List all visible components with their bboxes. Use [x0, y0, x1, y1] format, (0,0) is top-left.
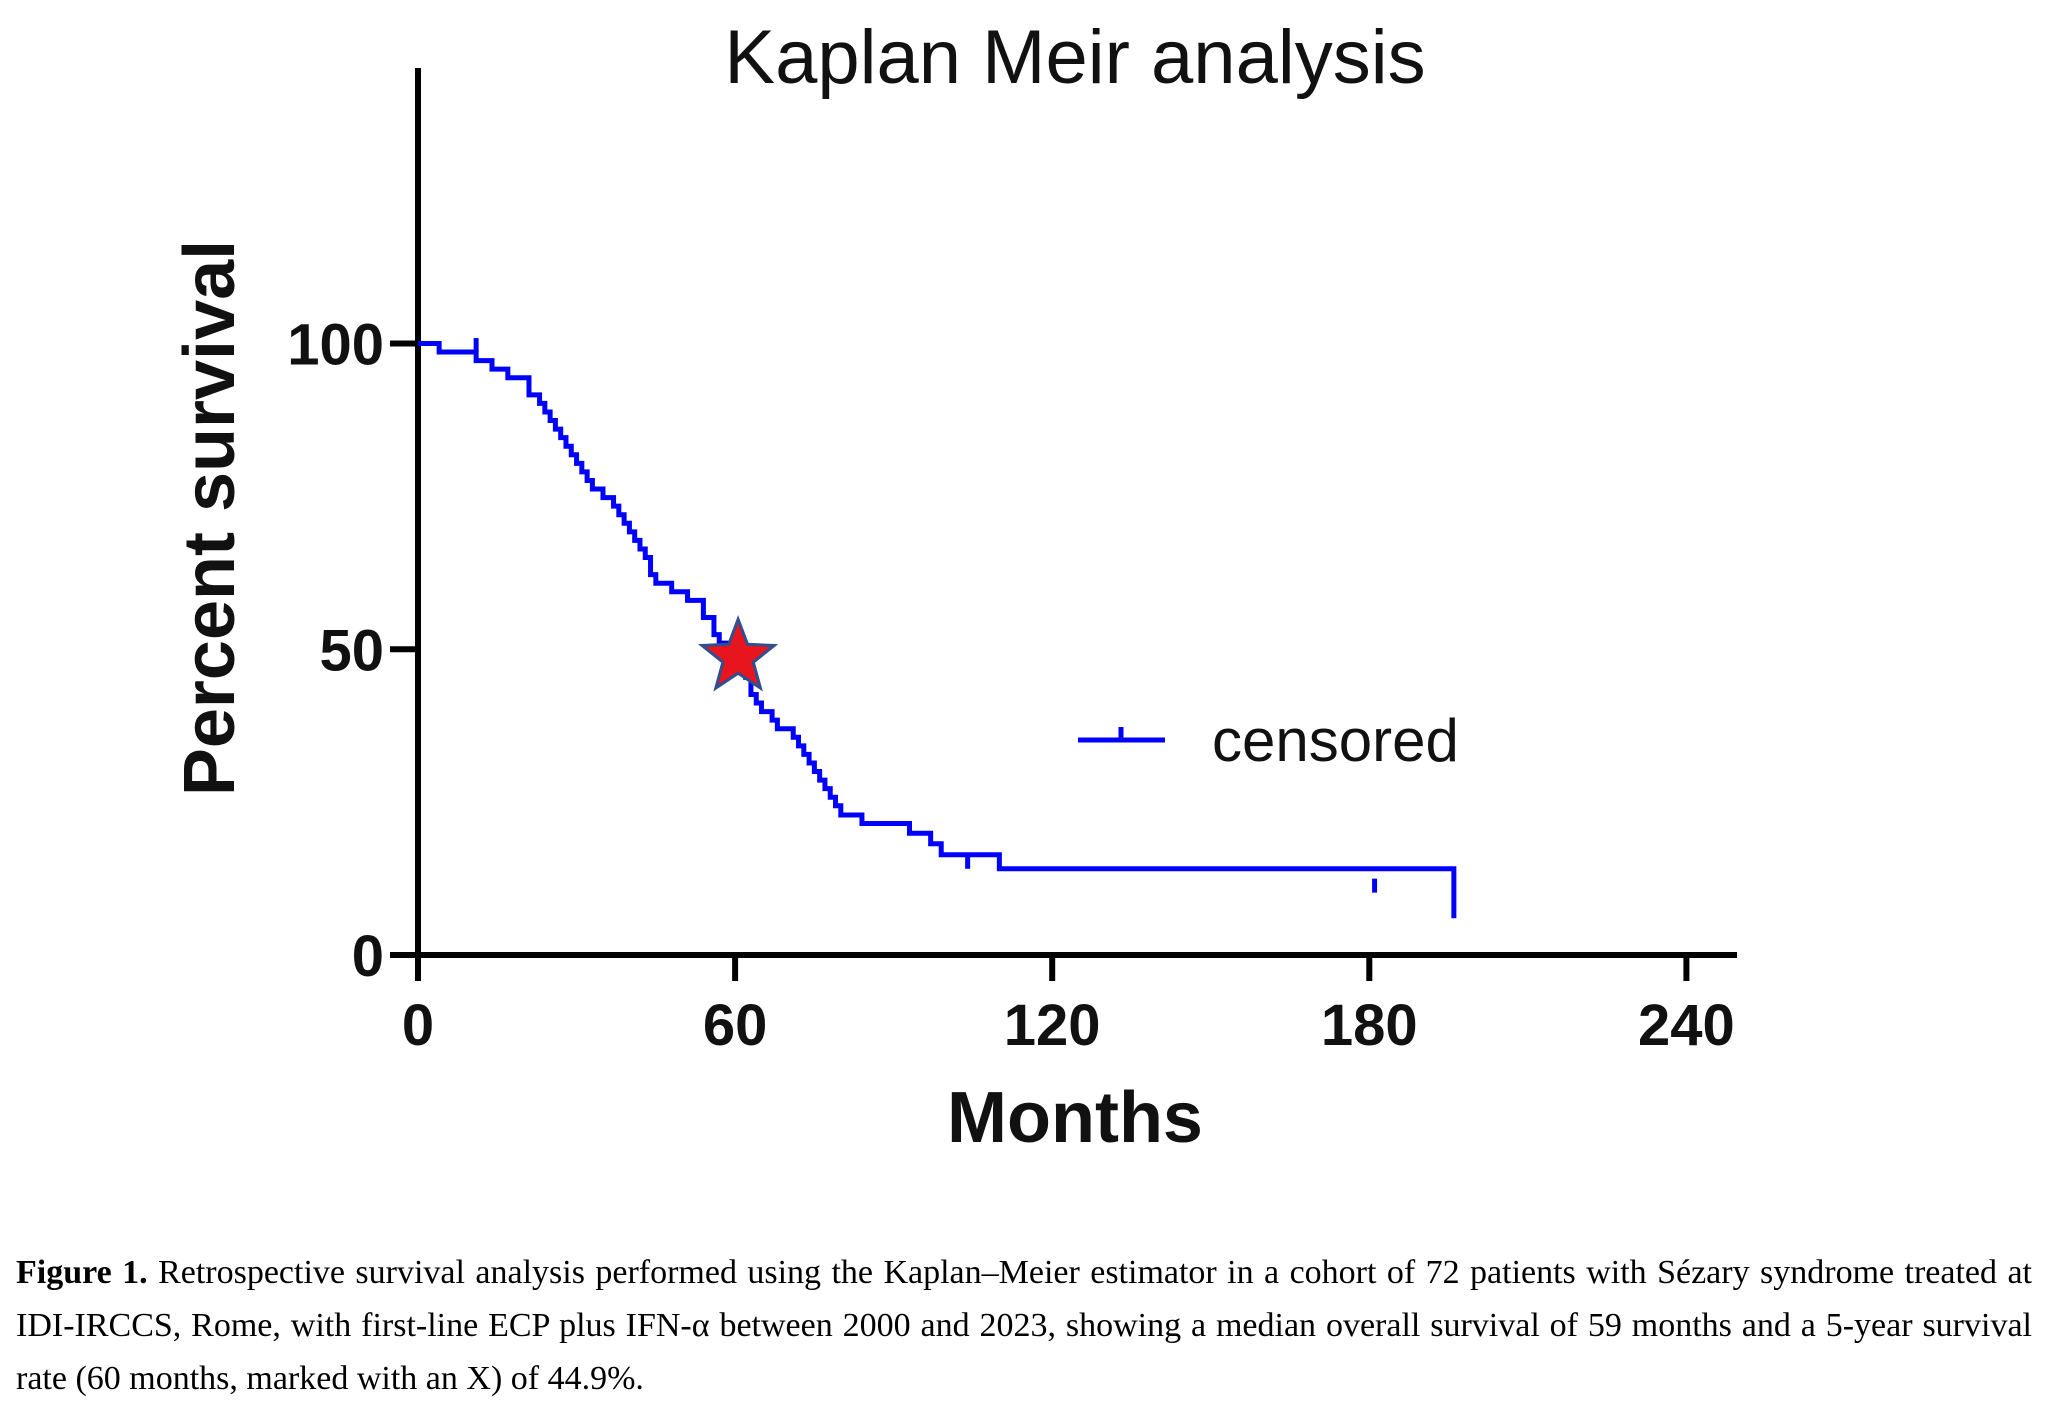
star-marker — [697, 615, 779, 692]
x-axis-title: Months — [947, 1078, 1203, 1158]
x-tick-label: 120 — [1004, 993, 1101, 1058]
y-tick-label: 0 — [352, 924, 384, 989]
chart-title: Kaplan Meir analysis — [724, 15, 1425, 100]
survival-curve-group — [418, 341, 1457, 919]
x-tick-label: 60 — [703, 993, 768, 1058]
survival-curve — [418, 341, 1457, 919]
figure-caption: Figure 1. Retrospective survival analysi… — [16, 1246, 2032, 1405]
caption-text: Retrospective survival analysis performe… — [16, 1254, 2032, 1397]
legend: censored — [1078, 707, 1459, 774]
x-axis-ticks: 0 60 120 180 240 — [402, 955, 1735, 1058]
x-tick-label: 240 — [1638, 993, 1735, 1058]
x-tick-label: 180 — [1321, 993, 1418, 1058]
y-tick-label: 100 — [287, 313, 384, 378]
y-axis-ticks: 0 50 100 — [287, 313, 418, 989]
y-axis-title: Percent survival — [170, 240, 250, 796]
kaplan-meier-chart: Kaplan Meir analysis 0 50 100 0 60 120 180 240… — [170, 15, 1737, 1158]
legend-label: censored — [1212, 707, 1459, 774]
y-tick-label: 50 — [319, 618, 384, 683]
caption-label: Figure 1. — [16, 1254, 148, 1291]
censor-marks — [473, 338, 1378, 893]
x-tick-label: 0 — [402, 993, 434, 1058]
